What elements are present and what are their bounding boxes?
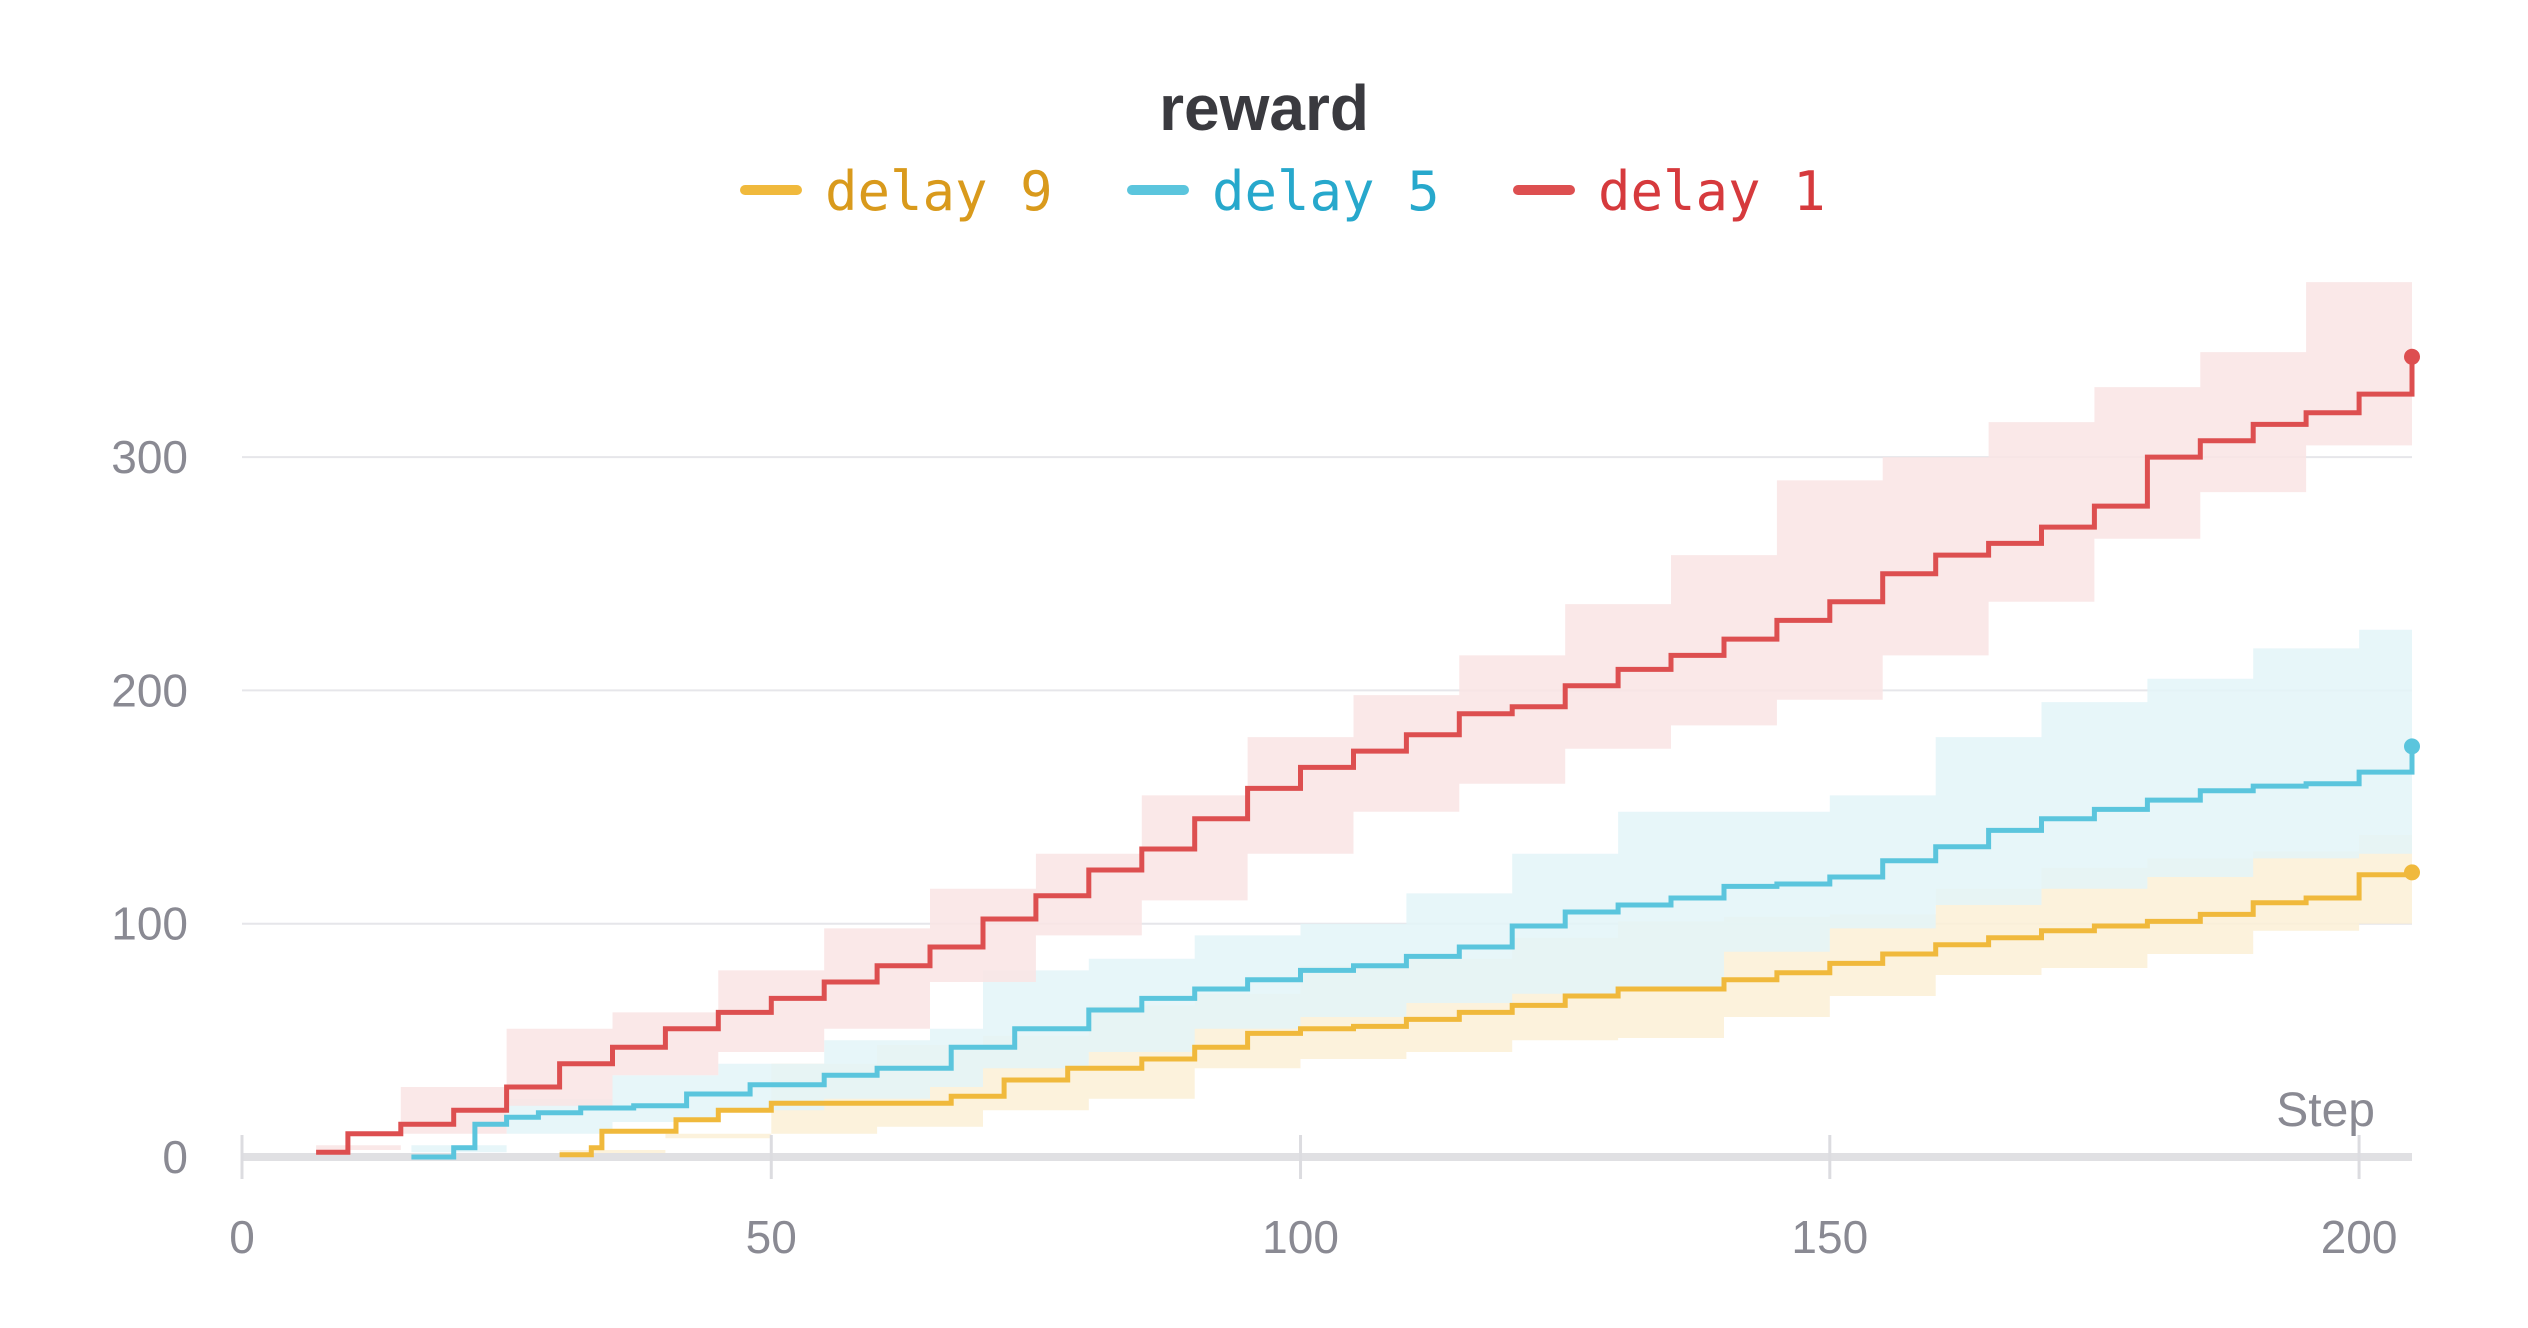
end-marker-delay-9 (2404, 864, 2420, 881)
y-tick-label-300: 300 (111, 431, 188, 483)
chart-title: reward (1159, 72, 1369, 144)
x-tick-label-100: 100 (1262, 1211, 1339, 1263)
x-tick-label-200: 200 (2321, 1211, 2398, 1263)
legend-label-delay-1: delay 1 (1598, 160, 1826, 223)
x-tick-label-0: 0 (229, 1211, 255, 1263)
end-marker-delay-1 (2404, 348, 2420, 365)
series-lines (316, 356, 2415, 1160)
end-marker-delay-5 (2404, 738, 2420, 755)
legend-label-delay-9: delay 9 (825, 160, 1053, 223)
series-end-markers (2404, 348, 2420, 881)
legend-label-delay-5: delay 5 (1212, 160, 1440, 223)
y-tick-label-0: 0 (162, 1131, 188, 1183)
x-tick-label-150: 150 (1791, 1211, 1868, 1263)
x-tick-label-50: 50 (746, 1211, 797, 1263)
tick-labels: 0 100 200 300 0 50 100 150 200 (111, 431, 2397, 1263)
line-delay-9 (559, 872, 2415, 1158)
x-axis-title: Step (2276, 1084, 2375, 1137)
line-delay-1 (316, 356, 2415, 1155)
confidence-bands (316, 254, 2412, 1158)
axes (240, 1135, 2412, 1179)
legend: delay 9 delay 5 delay 1 (740, 160, 1826, 223)
band-delay-1 (316, 254, 2412, 1158)
y-tick-label-200: 200 (111, 664, 188, 716)
y-tick-label-100: 100 (111, 898, 188, 950)
line-delay-5 (411, 746, 2415, 1160)
